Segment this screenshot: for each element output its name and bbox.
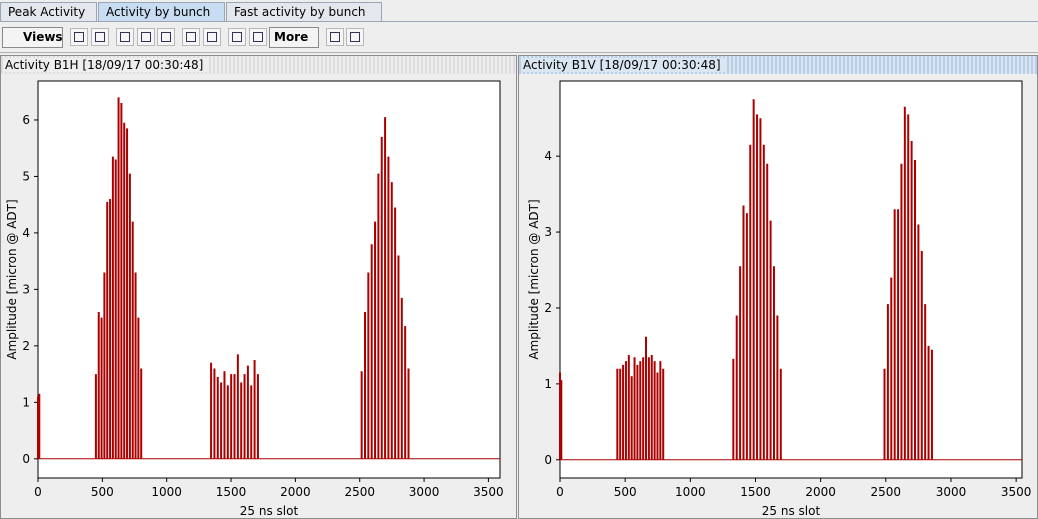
tool-icon[interactable] (116, 28, 134, 46)
views-button[interactable]: Views (2, 27, 63, 48)
x-tick-label: 3000 (409, 485, 440, 499)
x-tick-label: 2000 (280, 485, 311, 499)
x-tick-label: 2500 (344, 485, 375, 499)
x-tick-label: 500 (614, 485, 637, 499)
more-button[interactable]: More (269, 27, 319, 48)
tool-icon[interactable] (182, 28, 200, 46)
y-tick-label: 0 (22, 452, 30, 466)
x-tick-label: 1000 (151, 485, 182, 499)
x-tick-label: 0 (556, 485, 564, 499)
y-tick-label: 1 (22, 395, 30, 409)
x-axis-label: 25 ns slot (762, 504, 821, 518)
tool-icon[interactable] (228, 28, 246, 46)
x-tick-label: 2500 (871, 485, 902, 499)
tool-icon[interactable] (70, 28, 88, 46)
x-tick-label: 3000 (936, 485, 967, 499)
tab[interactable]: Fast activity by bunch (226, 2, 382, 21)
y-axis-label: Amplitude [micron @ ADT] (527, 199, 541, 359)
tab-separator (0, 21, 1038, 22)
tool-icon[interactable] (157, 28, 175, 46)
x-tick-label: 1500 (216, 485, 247, 499)
tool-icon[interactable] (326, 28, 344, 46)
x-tick-label: 500 (91, 485, 114, 499)
y-tick-label: 0 (544, 453, 552, 467)
y-tick-label: 4 (544, 149, 552, 163)
tool-icon[interactable] (249, 28, 267, 46)
x-axis-label: 25 ns slot (240, 504, 299, 518)
tab[interactable]: Peak Activity (0, 2, 97, 21)
x-tick-label: 0 (34, 485, 42, 499)
x-tick-label: 3500 (1001, 485, 1032, 499)
y-axis-label: Amplitude [micron @ ADT] (5, 199, 19, 359)
panel-header: Activity B1V [18/09/17 00:30:48] (519, 56, 1037, 74)
y-tick-label: 2 (544, 301, 552, 315)
panel-title: Activity B1H [18/09/17 00:30:48] (5, 58, 208, 72)
y-tick-label: 2 (22, 339, 30, 353)
y-tick-label: 4 (22, 226, 30, 240)
y-tick-label: 3 (22, 282, 30, 296)
x-tick-label: 3500 (473, 485, 504, 499)
toolbar: Views More (0, 24, 1038, 53)
panel-title: Activity B1V [18/09/17 00:30:48] (523, 58, 725, 72)
y-tick-label: 3 (544, 225, 552, 239)
tool-icon[interactable] (137, 28, 155, 46)
tool-icon[interactable] (346, 28, 364, 46)
x-tick-label: 1000 (675, 485, 706, 499)
tool-icon[interactable] (203, 28, 221, 46)
y-tick-label: 5 (22, 169, 30, 183)
x-tick-label: 1500 (740, 485, 771, 499)
y-tick-label: 6 (22, 113, 30, 127)
panel-header: Activity B1H [18/09/17 00:30:48] (1, 56, 516, 74)
x-tick-label: 2000 (805, 485, 836, 499)
tool-icon[interactable] (91, 28, 109, 46)
y-tick-label: 1 (544, 377, 552, 391)
tab[interactable]: Activity by bunch (98, 2, 225, 21)
